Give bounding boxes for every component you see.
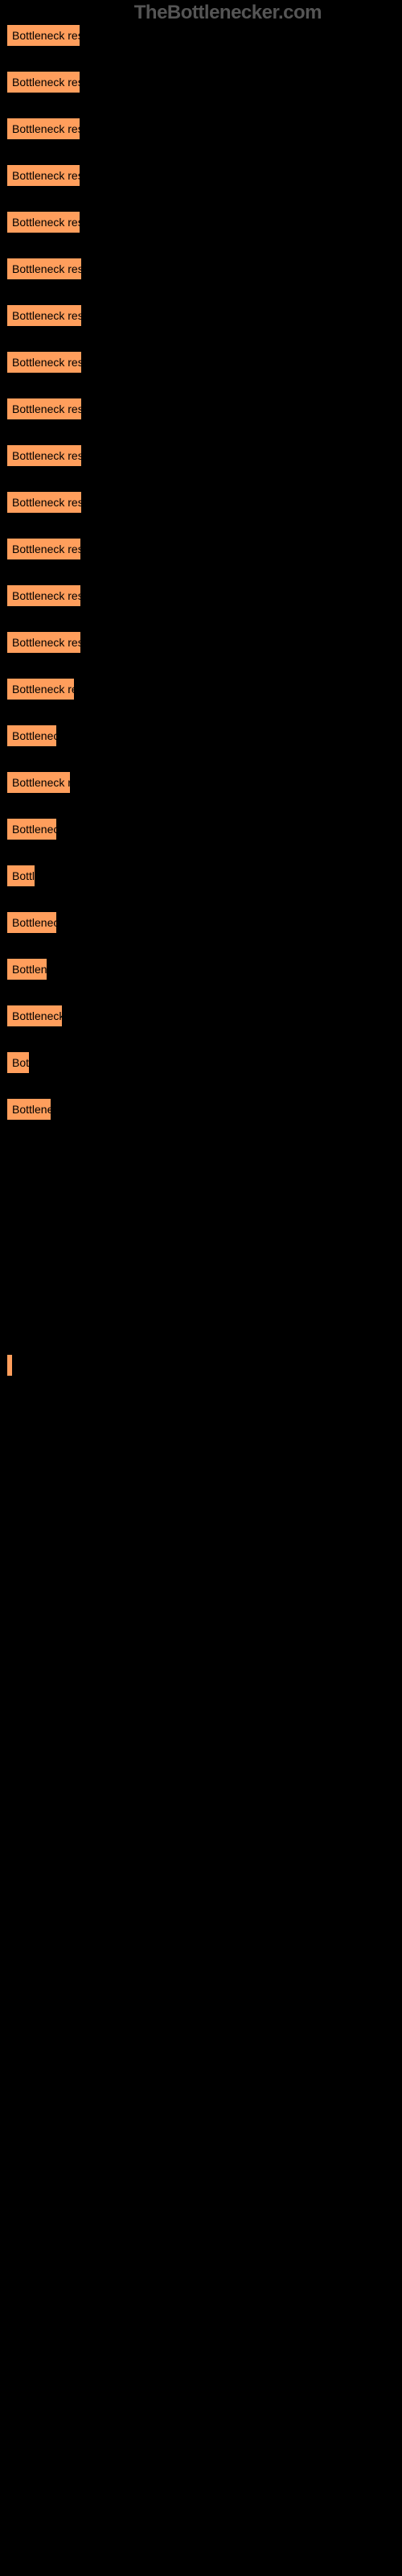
bottleneck-bar: Bottleneck result [6,211,80,233]
bar-wrap: Bottleneck result [6,71,396,93]
bar-wrap: Bottleneck result [6,584,396,607]
bar-wrap: Bottleneck result [6,631,396,654]
bar-wrap: Bottleneck result [6,304,396,327]
bottleneck-bar: Bottleneck result [6,258,82,280]
bar-wrap: Bottleneck result [6,444,396,467]
bottleneck-bar: Bottleneck result [6,444,82,467]
bottleneck-bar: Bottleneck result [6,1354,13,1377]
bar-wrap: Bottleneck result [6,398,396,420]
bar-wrap: Bottleneck result [6,724,396,747]
bottleneck-bar: Bottleneck result [6,71,80,93]
bottleneck-bar: Bottleneck result [6,24,80,47]
bottleneck-bar: Bottleneck result [6,538,81,560]
bar-wrap: Bottleneck result [6,1051,396,1074]
bar-wrap: Bottleneck result [6,1098,396,1121]
bottleneck-bar: Bottleneck result [6,771,71,794]
bar-wrap: Bottleneck result [6,258,396,280]
bar-wrap: Bottleneck result [6,678,396,700]
bar-wrap: Bottleneck result [6,538,396,560]
bottleneck-bar: Bottleneck result [6,164,80,187]
bar-wrap: Bottleneck result [6,118,396,140]
bar-wrap: Bottleneck result [6,865,396,887]
bottleneck-bar: Bottleneck result [6,678,75,700]
bar-wrap: Bottleneck result [6,911,396,934]
bottleneck-bar: Bottleneck result [6,491,82,514]
watermark-text: TheBottlenecker.com [134,2,322,24]
bottleneck-bar: Bottleneck result [6,584,81,607]
bottleneck-bar: Bottleneck result [6,1051,30,1074]
bottleneck-bar: Bottleneck result [6,304,82,327]
bottleneck-bar: Bottleneck result [6,958,47,980]
bar-wrap: Bottleneck result [6,1005,396,1027]
bar-wrap: Bottleneck result [6,818,396,840]
bottleneck-bar: Bottleneck result [6,1098,51,1121]
bar-wrap: Bottleneck result [6,1354,396,1377]
bar-wrap: Bottleneck result [6,24,396,47]
bottleneck-bar: Bottleneck result [6,818,57,840]
bottleneck-bar: Bottleneck result [6,1005,63,1027]
bar-wrap: Bottleneck result [6,958,396,980]
bottleneck-bar: Bottleneck result [6,118,80,140]
bar-wrap: Bottleneck result [6,164,396,187]
bars-container: Bottleneck result Bottleneck result Bottle… [6,24,396,1401]
bottleneck-bar: Bottleneck result [6,631,81,654]
bar-wrap: Bottleneck result [6,771,396,794]
bottleneck-bar: Bottleneck result [6,724,57,747]
bottleneck-bar: Bottleneck result [6,911,57,934]
bar-wrap: Bottleneck result [6,491,396,514]
bottleneck-bar: Bottleneck result [6,351,82,374]
bottleneck-bar: Bottleneck result [6,398,82,420]
bar-wrap: Bottleneck result [6,351,396,374]
bar-wrap: Bottleneck result [6,211,396,233]
bottleneck-bar: Bottleneck result [6,865,35,887]
